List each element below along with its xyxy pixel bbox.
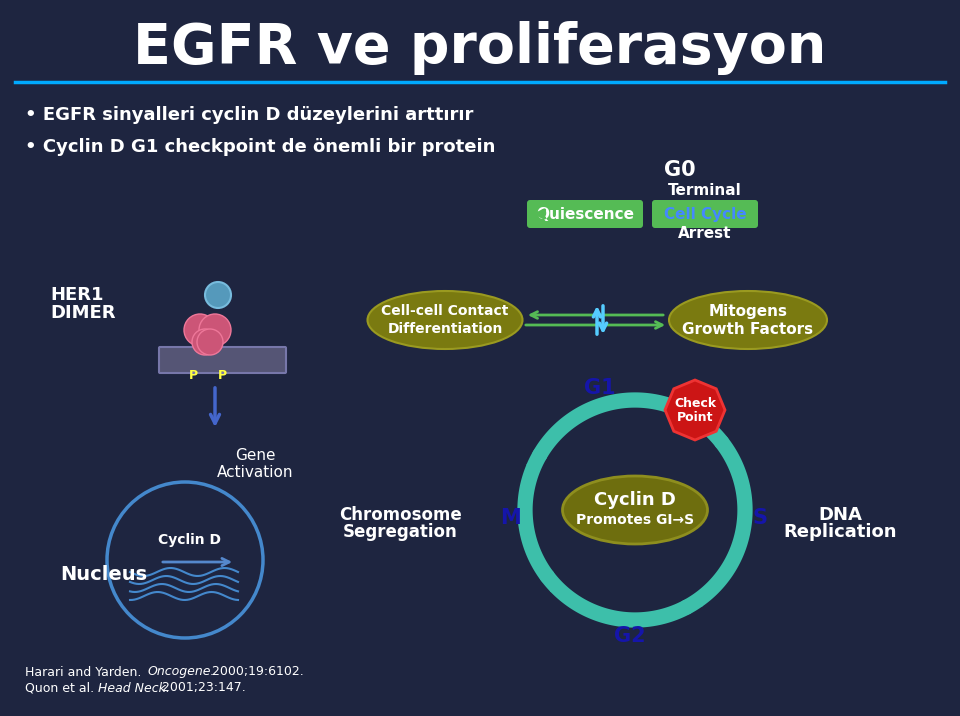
Text: Quiescence: Quiescence [536, 206, 634, 221]
Text: G0: G0 [664, 160, 696, 180]
Text: Gene: Gene [235, 448, 276, 463]
Circle shape [197, 329, 223, 355]
Text: Harari and Yarden.: Harari and Yarden. [25, 665, 145, 679]
Polygon shape [665, 380, 725, 440]
Ellipse shape [563, 476, 708, 544]
Text: Cyclin D: Cyclin D [158, 533, 222, 547]
Circle shape [192, 329, 218, 355]
Text: P: P [217, 369, 227, 382]
Text: Differentiation: Differentiation [387, 322, 503, 336]
Text: Promotes GI→S: Promotes GI→S [576, 513, 694, 527]
FancyBboxPatch shape [527, 200, 643, 228]
Circle shape [199, 314, 231, 346]
Text: Growth Factors: Growth Factors [683, 321, 813, 337]
Circle shape [205, 282, 231, 308]
Text: Arrest: Arrest [679, 226, 732, 241]
Text: 2001;23:147.: 2001;23:147. [158, 682, 246, 695]
Text: G1: G1 [585, 378, 615, 398]
Text: Oncogene.: Oncogene. [148, 665, 215, 679]
Text: 2000;19:6102.: 2000;19:6102. [208, 665, 303, 679]
Text: Cyclin D: Cyclin D [594, 491, 676, 509]
Circle shape [184, 314, 216, 346]
Ellipse shape [368, 291, 522, 349]
Text: Terminal: Terminal [668, 183, 742, 198]
Text: EGFR ve proliferasyon: EGFR ve proliferasyon [133, 21, 827, 75]
Text: M: M [499, 508, 520, 528]
Ellipse shape [669, 291, 827, 349]
Text: HER1: HER1 [50, 286, 104, 304]
Text: Mitogens: Mitogens [708, 304, 787, 319]
Text: P: P [188, 369, 198, 382]
Text: Point: Point [677, 410, 713, 423]
Text: • EGFR sinyalleri cyclin D düzeylerini arttırır: • EGFR sinyalleri cyclin D düzeylerini a… [25, 106, 473, 124]
FancyBboxPatch shape [652, 200, 758, 228]
Text: S: S [753, 508, 767, 528]
Text: G2: G2 [614, 626, 646, 646]
Text: DNA: DNA [818, 506, 862, 524]
Text: Quon et al.: Quon et al. [25, 682, 98, 695]
Text: Check: Check [674, 397, 716, 410]
Text: DIMER: DIMER [50, 304, 115, 322]
Text: Segregation: Segregation [343, 523, 457, 541]
Text: Nucleus: Nucleus [60, 566, 147, 584]
FancyBboxPatch shape [159, 347, 286, 373]
Text: Chromosome: Chromosome [339, 506, 462, 524]
Text: Replication: Replication [783, 523, 897, 541]
Text: Cell-cell Contact: Cell-cell Contact [381, 304, 509, 318]
Text: Activation: Activation [217, 465, 293, 480]
Text: • Cyclin D G1 checkpoint de önemli bir protein: • Cyclin D G1 checkpoint de önemli bir p… [25, 138, 495, 156]
Text: Head Neck.: Head Neck. [98, 682, 170, 695]
Text: Cell Cycle: Cell Cycle [663, 206, 746, 221]
